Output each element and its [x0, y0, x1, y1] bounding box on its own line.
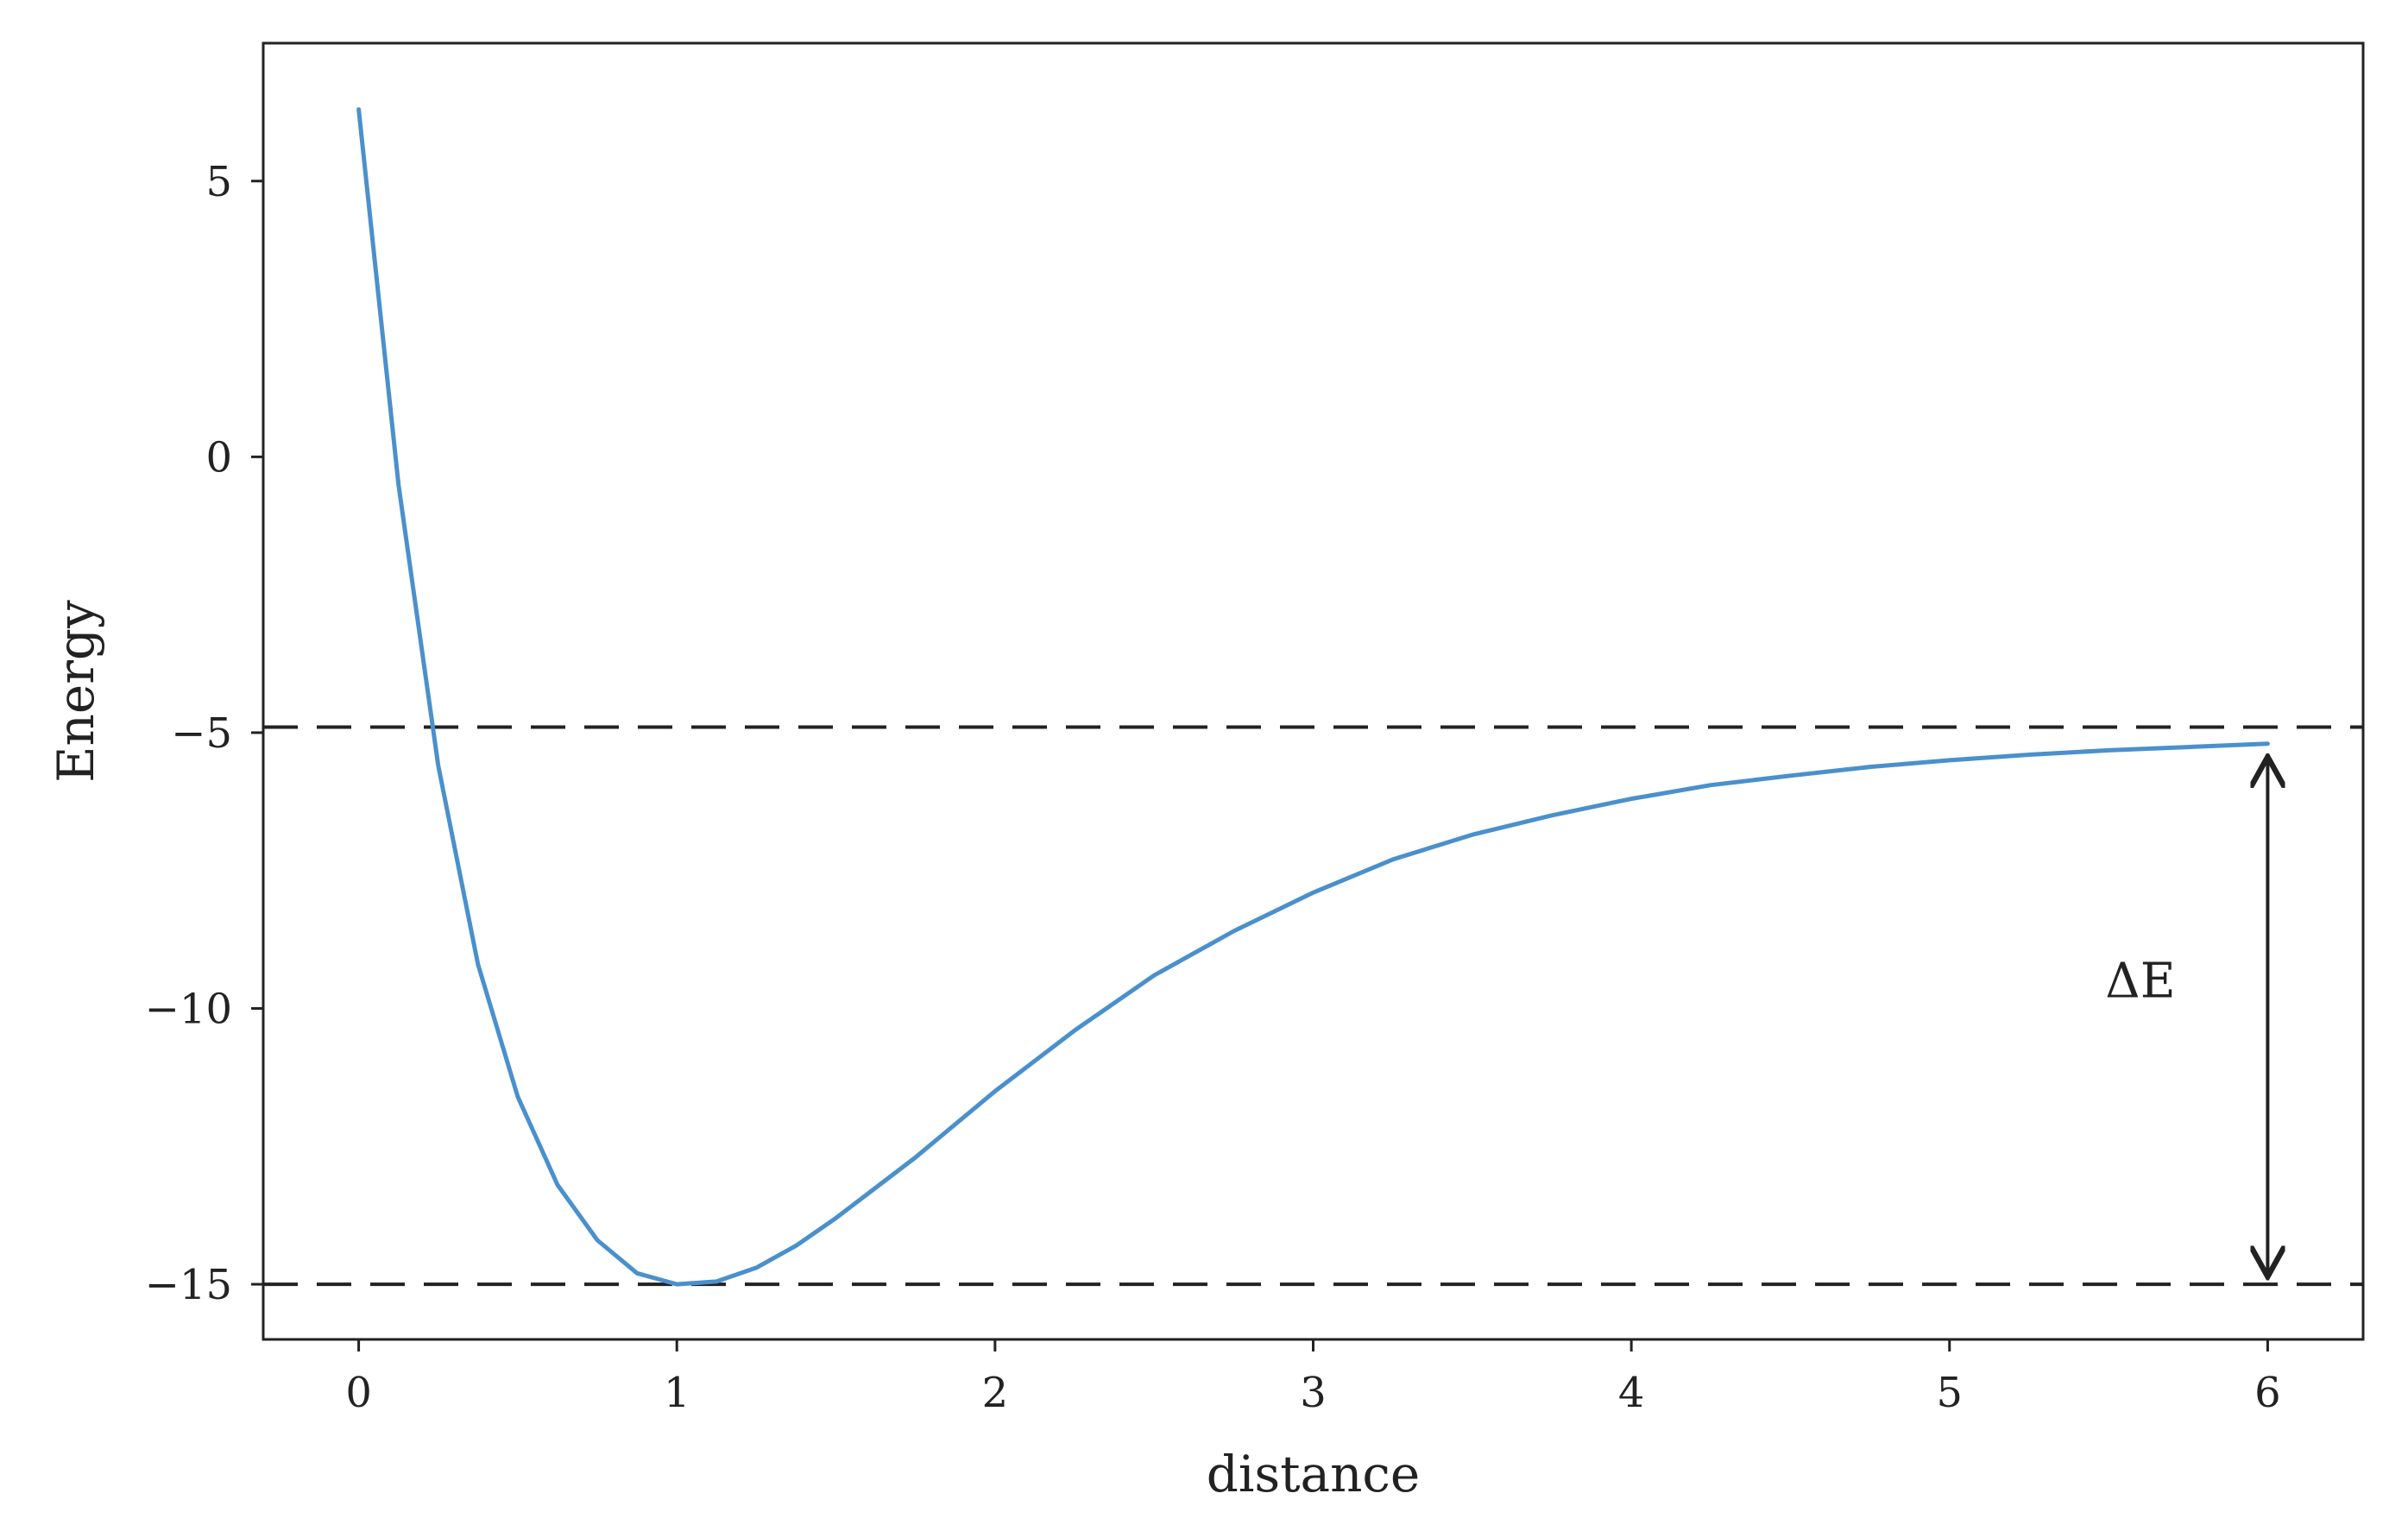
y-axis-label: Energy: [47, 600, 105, 783]
y-tick-label: −5: [171, 709, 232, 758]
y-tick-label: 0: [205, 433, 232, 482]
x-tick-label: 2: [982, 1369, 1009, 1417]
energy-curve-line: [356, 107, 2270, 1287]
series-layer: [356, 107, 2270, 1287]
x-tick-label: 0: [345, 1369, 372, 1417]
x-axis-ticks: 0 1 2 3 4 5 6: [345, 1339, 2281, 1417]
reference-lines: [263, 725, 2363, 1287]
x-tick-label: 1: [664, 1369, 690, 1417]
delta-e-annotation: ΔE: [2105, 760, 2267, 1273]
y-tick-label: −10: [145, 986, 232, 1034]
y-tick-label: −15: [145, 1261, 232, 1309]
y-axis-ticks: 5 0 −5 −10 −15: [145, 158, 263, 1309]
plot-frame: [262, 41, 2365, 1341]
x-tick-label: 4: [1618, 1369, 1645, 1417]
x-axis-label: distance: [1207, 1445, 1421, 1503]
x-tick-label: 6: [2254, 1369, 2281, 1417]
x-tick-label: 5: [1936, 1369, 1963, 1417]
x-tick-label: 3: [1300, 1369, 1327, 1417]
y-tick-label: 5: [205, 158, 232, 206]
delta-e-label: ΔE: [2105, 954, 2175, 1010]
